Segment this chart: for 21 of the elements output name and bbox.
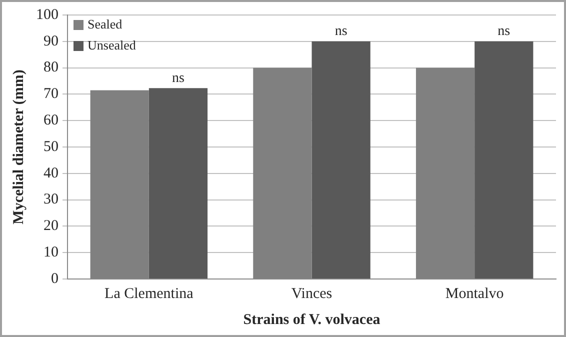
legend-label: Sealed bbox=[88, 16, 123, 32]
y-tick-label: 40 bbox=[44, 165, 58, 182]
y-tick-label: 90 bbox=[44, 33, 58, 50]
y-tick-label: 60 bbox=[44, 112, 58, 129]
annotation: ns bbox=[334, 24, 348, 40]
x-tick-label: La Clementina bbox=[104, 286, 194, 302]
y-tick-label: 80 bbox=[44, 60, 58, 76]
y-tick-label: 10 bbox=[44, 244, 58, 261]
annotation: ns bbox=[498, 24, 510, 40]
y-tick-label: 0 bbox=[51, 270, 58, 287]
y-tick-label: 20 bbox=[44, 218, 58, 234]
y-tick-label: 30 bbox=[44, 192, 58, 208]
y-tick-label: 50 bbox=[44, 138, 58, 155]
y-tick-label: 100 bbox=[36, 6, 58, 23]
legend-label: Unsealed bbox=[88, 37, 136, 52]
y-tick-label: 70 bbox=[44, 86, 58, 102]
x-axis-title: Strains of V. volvacea bbox=[243, 312, 381, 328]
annotation: ns bbox=[172, 70, 184, 86]
x-tick-label: Montalvo bbox=[445, 286, 504, 302]
y-axis-title: Mycelial diameter (mm) bbox=[10, 70, 27, 224]
x-tick-label: Vinces bbox=[291, 286, 332, 302]
